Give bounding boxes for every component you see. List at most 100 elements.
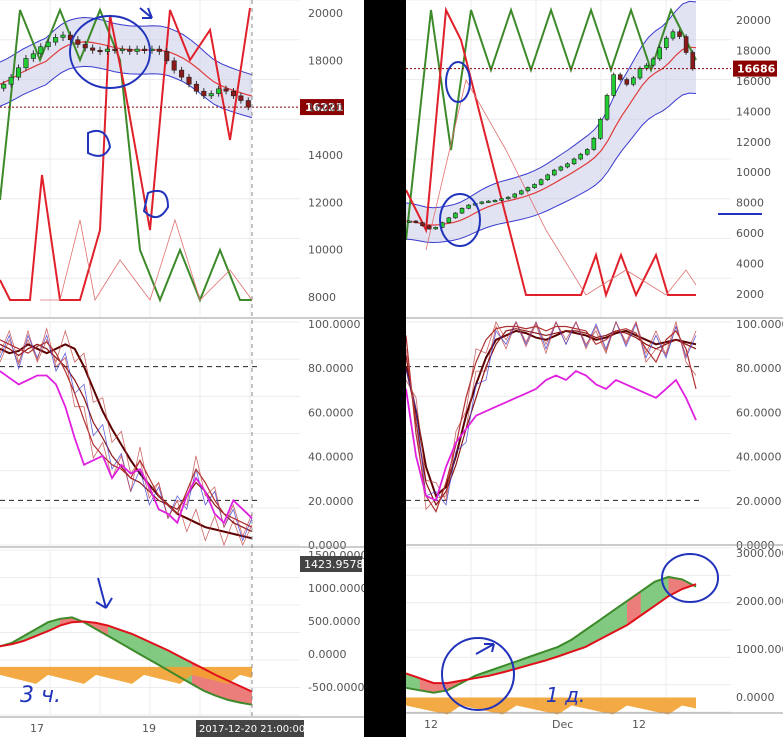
right-price-candle — [650, 58, 656, 66]
right-price-candle — [690, 52, 695, 69]
right-price-candle — [433, 227, 438, 230]
right-price-candle — [591, 138, 597, 150]
left-x-label: 17 — [30, 722, 44, 735]
left-price-candle — [186, 76, 192, 85]
left-price-axis-label: 12000 — [308, 196, 343, 209]
right-macd-macd-orange-area — [406, 697, 696, 715]
left-price-candle — [230, 90, 236, 97]
left-price-candle — [23, 58, 29, 69]
left-price-candle — [53, 37, 59, 43]
right-osc-series-fast — [405, 320, 697, 506]
left-price-candle — [164, 51, 170, 62]
right-annotation-arrow — [475, 643, 495, 655]
right-price-candle — [519, 190, 524, 195]
left-price-candle — [8, 76, 14, 85]
left-price-candle — [104, 48, 110, 52]
left-price-candle — [75, 39, 81, 45]
right-price-candle — [499, 198, 504, 201]
right-price-axis-label: 8000 — [736, 197, 764, 210]
right-price-axis-label: 14000 — [736, 105, 771, 118]
left-price-tag — [300, 99, 344, 116]
left-price-candle — [30, 53, 36, 59]
right-macd-signal-line — [405, 583, 697, 685]
right-price-axis-label: 12000 — [736, 136, 771, 149]
left-osc-axis-label: 100.0000 — [308, 318, 361, 331]
left-osc-series-fast — [0, 327, 253, 538]
right-annotation-circle — [661, 553, 719, 603]
right-chart-svg: 16686 20000 18000 16000 14000 12000 10000 8000 6… — [405, 0, 783, 731]
left-price-axis-label: 18000 — [308, 54, 343, 67]
right-price-band-area — [406, 1, 696, 243]
left-time-tag — [196, 720, 304, 737]
left-macd-macd-orange-area — [0, 666, 252, 684]
left-price-candle — [216, 88, 222, 94]
left-price-axis-label: 8000 — [308, 291, 336, 304]
right-osc-axis-label: 80.0000 — [736, 362, 782, 375]
right-price-candle — [631, 77, 636, 85]
right-x-label: 12 — [424, 718, 438, 731]
right-annotation-circle — [441, 637, 515, 711]
right-price-candle — [624, 79, 630, 85]
right-price-candle — [565, 163, 570, 168]
left-chart-panel[interactable]: 16221 20000 18000 16000 14000 12000 10000 8000 1… — [0, 0, 368, 737]
right-price-candle — [683, 36, 689, 53]
left-osc-series-line — [0, 370, 253, 525]
right-price-candle — [571, 158, 577, 165]
left-price-candle — [193, 83, 199, 92]
right-chart-panel[interactable]: 16686 20000 18000 16000 14000 12000 10000 8000 6… — [405, 0, 783, 737]
left-osc-series-line — [0, 343, 253, 540]
right-price-axis-label: 2000 — [736, 288, 764, 301]
left-macd-tag — [300, 556, 362, 572]
left-macd-axis-label: 1000.0000 — [308, 582, 364, 595]
right-osc-series-fast — [405, 320, 697, 511]
right-macd-axis-label: 3000.0000 — [736, 547, 783, 560]
right-price-candle — [512, 193, 518, 198]
left-time-tag-text: 2017-12-20 21:00:00 — [199, 724, 305, 735]
right-price-candle — [479, 201, 485, 204]
left-osc-series-fast — [0, 329, 253, 547]
left-price-candle — [201, 90, 207, 97]
right-price-tag — [733, 60, 777, 77]
right-price-candle — [420, 222, 425, 227]
left-price-candle — [82, 44, 88, 49]
left-osc-axis-label: 80.0000 — [308, 362, 354, 375]
right-price-tag-text: 16686 — [737, 63, 776, 76]
right-annotation-circle — [445, 61, 471, 103]
left-x-label: 19 — [142, 722, 156, 735]
left-price-candle — [38, 46, 44, 55]
left-price-band-mid — [0, 41, 253, 97]
left-macd-signal-line — [0, 620, 253, 693]
left-zigzag-thin — [40, 218, 253, 302]
right-price-candle — [677, 31, 682, 37]
left-osc-axis-label: 40.0000 — [308, 451, 354, 464]
right-price-band-lower — [405, 92, 697, 244]
right-price-axis-label: 20000 — [736, 14, 771, 27]
right-macd-macd-line — [405, 575, 697, 694]
left-price-candle — [245, 100, 251, 108]
right-osc-axis-label: 100.0000 — [736, 318, 783, 331]
left-macd-tag-text: 1423.9578 — [304, 558, 364, 571]
left-annotation-arrow — [139, 7, 153, 19]
left-chart-svg: 16221 20000 18000 16000 14000 12000 10000 8000 1… — [0, 0, 368, 737]
right-price-candle — [584, 149, 590, 155]
right-price-candle — [426, 225, 432, 230]
left-price-tag-text: 16221 — [305, 101, 343, 114]
right-osc-series-line — [405, 325, 697, 513]
left-macd-axis-label: -500.0000 — [308, 681, 364, 694]
right-price-candle — [492, 200, 498, 203]
right-price-axis-label: 18000 — [736, 44, 771, 57]
left-price-candle — [238, 95, 244, 101]
right-price-candle — [664, 37, 669, 48]
right-price-candle — [407, 220, 412, 223]
left-annotation-circle — [69, 15, 151, 89]
left-price-candle — [1, 83, 7, 89]
right-price-candle — [466, 204, 471, 209]
right-zigzag-thin — [425, 78, 697, 296]
left-price-band-upper — [0, 16, 253, 76]
right-zigzag-red — [405, 6, 696, 299]
right-zigzag-green — [405, 6, 697, 241]
right-macd-macd-hist-red — [668, 576, 696, 597]
right-macd-macd-hist-area — [406, 576, 696, 693]
left-osc-axis-label: 20.0000 — [308, 495, 354, 508]
right-annotation-circle — [439, 193, 481, 247]
